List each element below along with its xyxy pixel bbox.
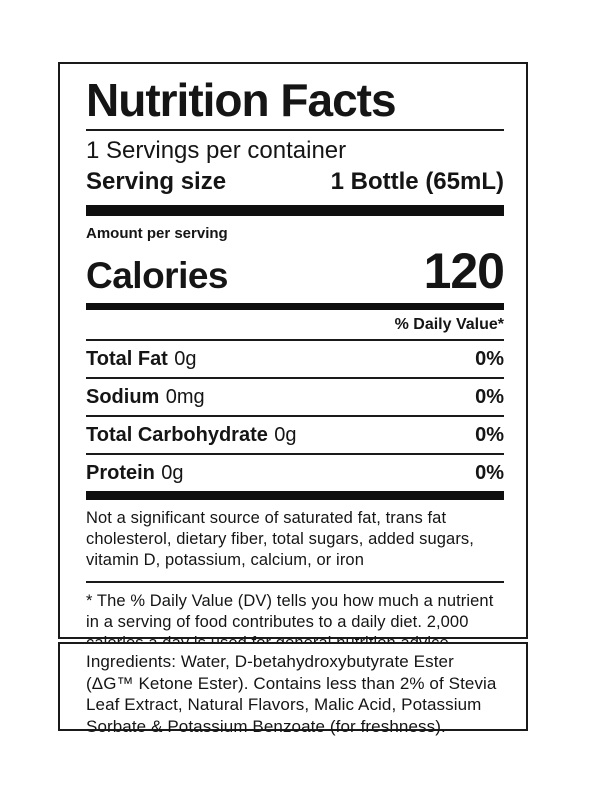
insignificant-nutrients-note: Not a significant source of saturated fa…	[86, 509, 474, 570]
nutrient-name-amount: Total Fat 0g	[86, 347, 197, 371]
nutrient-amount: 0mg	[165, 386, 205, 409]
title-divider	[86, 128, 504, 131]
calories-row: Calories 120	[86, 242, 505, 300]
nutrient-amount: 0g	[174, 348, 197, 371]
nutrition-facts-label: Nutrition Facts 1 Servings per container…	[58, 62, 528, 652]
nutrient-amount: 0g	[161, 462, 184, 485]
servings-per-container: 1 Servings per container	[86, 136, 347, 164]
serving-size-label: Serving size	[86, 168, 227, 196]
nutrient-row: Total Fat 0g 0%	[86, 339, 504, 377]
amount-per-serving-label: Amount per serving	[86, 225, 228, 243]
nutrient-name: Sodium	[86, 386, 160, 409]
nutrient-daily-value: 0%	[475, 348, 504, 371]
nutrient-name: Total Fat	[86, 348, 168, 371]
medium-separator-bar	[86, 303, 504, 311]
nutrient-daily-value: 0%	[475, 424, 504, 447]
nutrient-row: Total Carbohydrate 0g 0%	[86, 415, 504, 453]
thick-separator-bar-top	[86, 205, 504, 217]
nutrient-row: Sodium 0mg 0%	[86, 377, 504, 415]
label-title: Nutrition Facts	[86, 74, 397, 126]
nutrient-daily-value: 0%	[475, 386, 504, 409]
nutrient-daily-value: 0%	[475, 462, 504, 485]
ingredients-box: Ingredients: Water, D-betahydroxybutyrat…	[58, 642, 528, 736]
nutrient-name-amount: Protein 0g	[86, 461, 184, 485]
ingredients-text: Ingredients: Water, D-betahydroxybutyrat…	[86, 652, 497, 736]
thick-separator-bar-bottom	[86, 491, 504, 501]
serving-size-row: Serving size 1 Bottle (65mL)	[86, 168, 504, 197]
calories-value: 120	[423, 243, 505, 300]
nutrient-name-amount: Total Carbohydrate 0g	[86, 423, 297, 447]
serving-size-value: 1 Bottle (65mL)	[330, 168, 504, 196]
nutrient-name-amount: Sodium 0mg	[86, 385, 205, 409]
calories-label: Calories	[86, 255, 229, 297]
nutrient-rows: Total Fat 0g 0% Sodium 0mg 0% Total Carboh…	[86, 339, 504, 491]
nutrient-row: Protein 0g 0%	[86, 453, 504, 491]
daily-value-header: % Daily Value*	[394, 316, 504, 334]
footnote-divider	[86, 580, 504, 583]
nutrient-name: Total Carbohydrate	[86, 424, 268, 447]
nutrient-name: Protein	[86, 462, 155, 485]
nutrient-amount: 0g	[274, 424, 297, 447]
